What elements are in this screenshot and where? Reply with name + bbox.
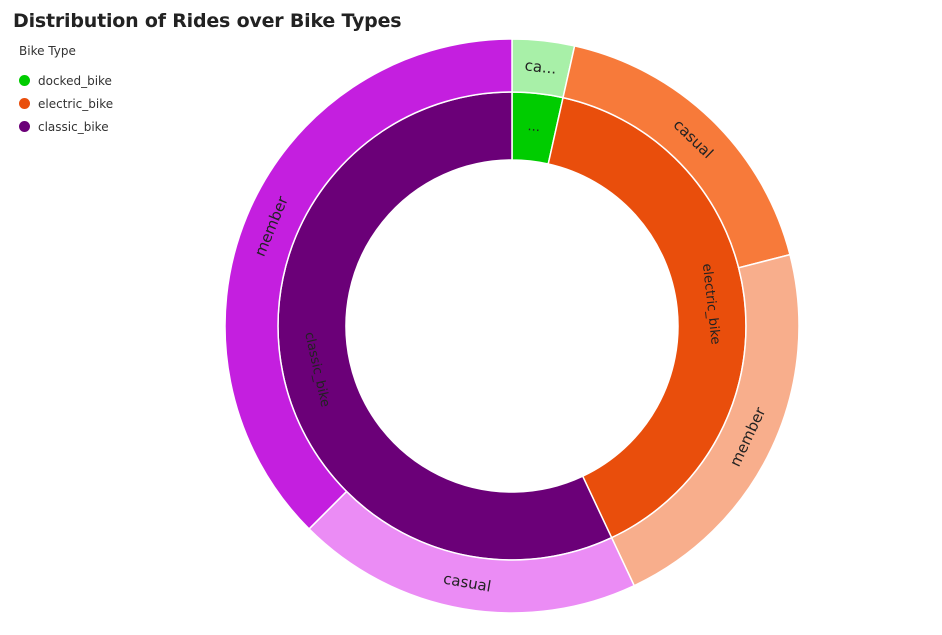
legend-label-electric-bike: electric_bike <box>38 96 114 111</box>
legend-swatch-classic-bike <box>19 121 30 132</box>
legend-title: Bike Type <box>19 44 76 58</box>
legend-label-docked-bike: docked_bike <box>38 73 112 88</box>
legend-item-classic-bike[interactable]: classic_bike <box>19 115 113 138</box>
legend-label-classic-bike: classic_bike <box>38 119 109 134</box>
chart-title: Distribution of Rides over Bike Types <box>13 10 402 32</box>
legend: Bike Type docked_bike electric_bike clas… <box>19 44 113 138</box>
legend-swatch-docked-bike <box>19 75 30 86</box>
legend-item-electric-bike[interactable]: electric_bike <box>19 92 113 115</box>
legend-item-docked-bike[interactable]: docked_bike <box>19 69 113 92</box>
outer-slice-classic-bike-member[interactable] <box>224 38 513 531</box>
legend-swatch-electric-bike <box>19 98 30 109</box>
